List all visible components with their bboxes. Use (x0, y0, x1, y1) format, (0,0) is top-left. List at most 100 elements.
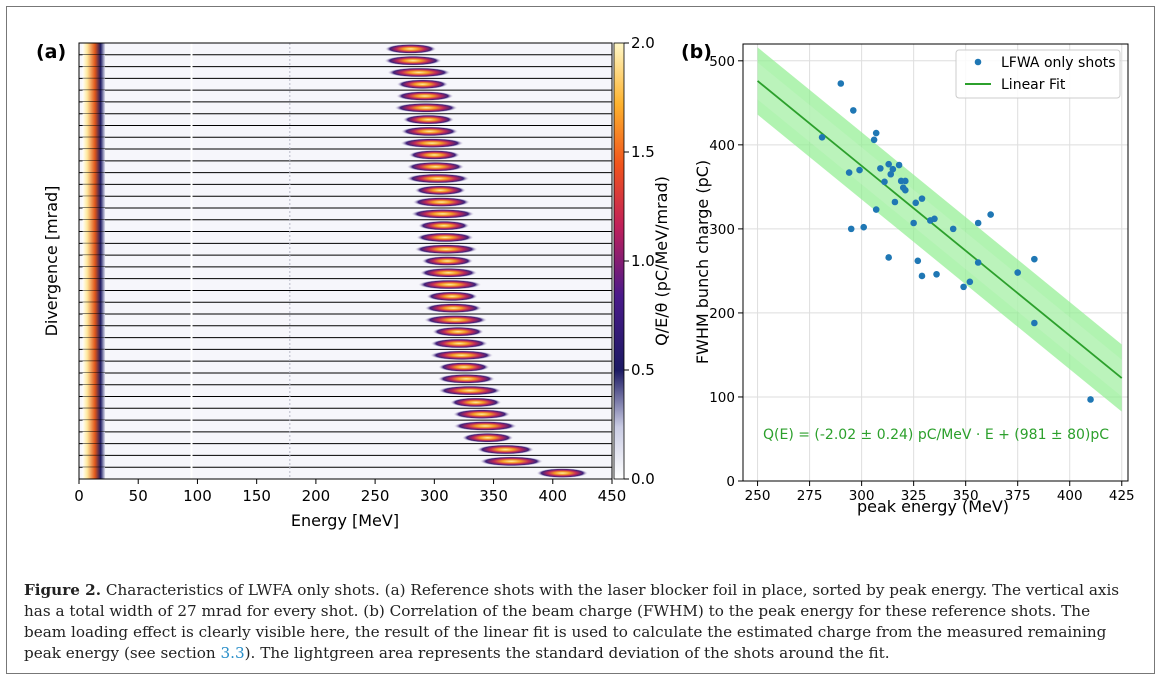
colorbar (613, 42, 625, 480)
data-point (847, 225, 855, 233)
data-point (887, 170, 895, 178)
x-tick-label: 100 (183, 487, 212, 505)
heatmap-x-label: Energy [MeV] (291, 511, 399, 530)
data-point (870, 136, 878, 144)
energy-peak (423, 314, 488, 325)
energy-peak (430, 338, 489, 349)
energy-peak (452, 409, 511, 420)
fit-equation: Q(E) = (-2.02 ± 0.24) pC/MeV · E + (981 … (763, 427, 1109, 443)
low-energy-edge (82, 149, 106, 161)
low-energy-edge (82, 125, 106, 138)
low-energy-edge (82, 443, 106, 456)
x-tick-label: 425 (1109, 488, 1135, 504)
energy-peak (419, 267, 478, 278)
colorbar-tick-label: 2.0 (631, 34, 655, 52)
energy-peak (402, 114, 455, 125)
heatmap-shot (79, 243, 612, 256)
data-point (1031, 255, 1038, 263)
scatter-x-label: peak energy (MeV) (857, 497, 1009, 516)
energy-peak (396, 79, 449, 90)
energy-peak (437, 373, 496, 384)
data-point (902, 186, 909, 194)
data-point (912, 199, 920, 207)
y-tick-label: 200 (709, 306, 735, 322)
data-point (960, 283, 967, 291)
low-energy-edge (82, 361, 106, 373)
low-energy-edge (82, 255, 106, 267)
heatmap-shot (79, 172, 612, 185)
figure-caption: Figure 2. Characteristics of LWFA only s… (24, 580, 1132, 664)
low-energy-edge (82, 231, 106, 244)
low-energy-edge (82, 290, 106, 303)
scatter-points (818, 80, 1094, 403)
heatmap-shot (79, 467, 612, 479)
heatmap-shot (79, 137, 612, 150)
low-energy-edge (82, 43, 106, 55)
scatter-frame (742, 43, 1129, 482)
data-point (849, 107, 857, 114)
caption-label: Figure 2. (24, 581, 102, 599)
panel-b-scatter: (b) 250 275 300 325 350 375 400 425 0 100 200 300 4… (681, 41, 1135, 516)
data-point (860, 223, 868, 231)
energy-peak (417, 220, 470, 231)
energy-peak (394, 102, 459, 113)
heatmap-shot (79, 361, 612, 374)
heatmap-shot (79, 420, 612, 433)
data-point (1031, 319, 1038, 327)
x-tick-label: 150 (242, 487, 271, 505)
data-point (910, 219, 917, 227)
heatmap-shot (79, 196, 612, 209)
y-tick-label: 300 (709, 222, 735, 238)
colorbar-tick-label: 1.0 (631, 252, 655, 270)
energy-peak (461, 432, 514, 443)
low-energy-edge (82, 101, 106, 114)
heatmap-shot (79, 337, 612, 350)
data-point (818, 133, 826, 141)
x-tick-label: 275 (797, 488, 823, 504)
legend-marker-points (974, 58, 982, 66)
heatmap-shot (79, 396, 612, 409)
heatmap-y-label: Divergence [mrad] (42, 186, 61, 337)
data-point (885, 254, 892, 261)
energy-peak (479, 456, 544, 467)
fit-std-band (756, 47, 1123, 412)
colorbar-label: Q/E/θ (pC/MeV/mrad) (652, 176, 671, 346)
low-energy-edge (82, 349, 106, 362)
scatter-x-ticks: 250 275 300 325 350 375 400 425 (745, 481, 1135, 504)
legend: LFWA only shots Linear Fit (955, 49, 1121, 99)
colorbar-ticks: 0.0 0.5 1.0 1.5 2.0 (624, 34, 655, 488)
low-energy-edge (82, 467, 106, 479)
energy-peak (395, 91, 454, 101)
heatmap-shot (79, 266, 612, 280)
low-energy-edge (82, 90, 106, 102)
data-point (877, 165, 884, 172)
scatter-y-ticks: 0 100 200 300 400 500 (709, 54, 743, 490)
energy-peak (399, 138, 464, 149)
low-energy-edge (82, 431, 106, 444)
low-energy-edge (82, 314, 106, 326)
energy-peak (410, 208, 475, 219)
data-point (1087, 396, 1094, 403)
data-point (974, 219, 982, 227)
y-tick-label: 500 (709, 54, 735, 70)
low-energy-edge (82, 78, 106, 91)
heatmap-x-ticks: 0 50 100 150 200 250 300 350 400 450 (74, 479, 626, 505)
data-point (889, 165, 897, 173)
energy-peak (384, 55, 443, 66)
energy-peak (414, 244, 479, 255)
colorbar-tick-label: 0.5 (631, 361, 655, 379)
low-energy-edge (82, 184, 106, 197)
heatmap-shot (79, 184, 612, 197)
x-tick-label: 300 (420, 487, 449, 505)
caption-section-link[interactable]: 3.3 (220, 644, 245, 662)
heatmap-shot (79, 290, 612, 303)
x-tick-label: 0 (74, 487, 84, 505)
data-point (1014, 269, 1022, 276)
low-energy-edge (82, 302, 106, 315)
data-point (885, 160, 892, 168)
y-tick-label: 400 (709, 138, 735, 154)
colorbar-tick-label: 1.5 (631, 143, 655, 161)
caption-text-1: Characteristics of LWFA only shots. (a) … (24, 581, 1120, 662)
energy-peak (429, 350, 494, 361)
energy-peak (536, 468, 589, 479)
